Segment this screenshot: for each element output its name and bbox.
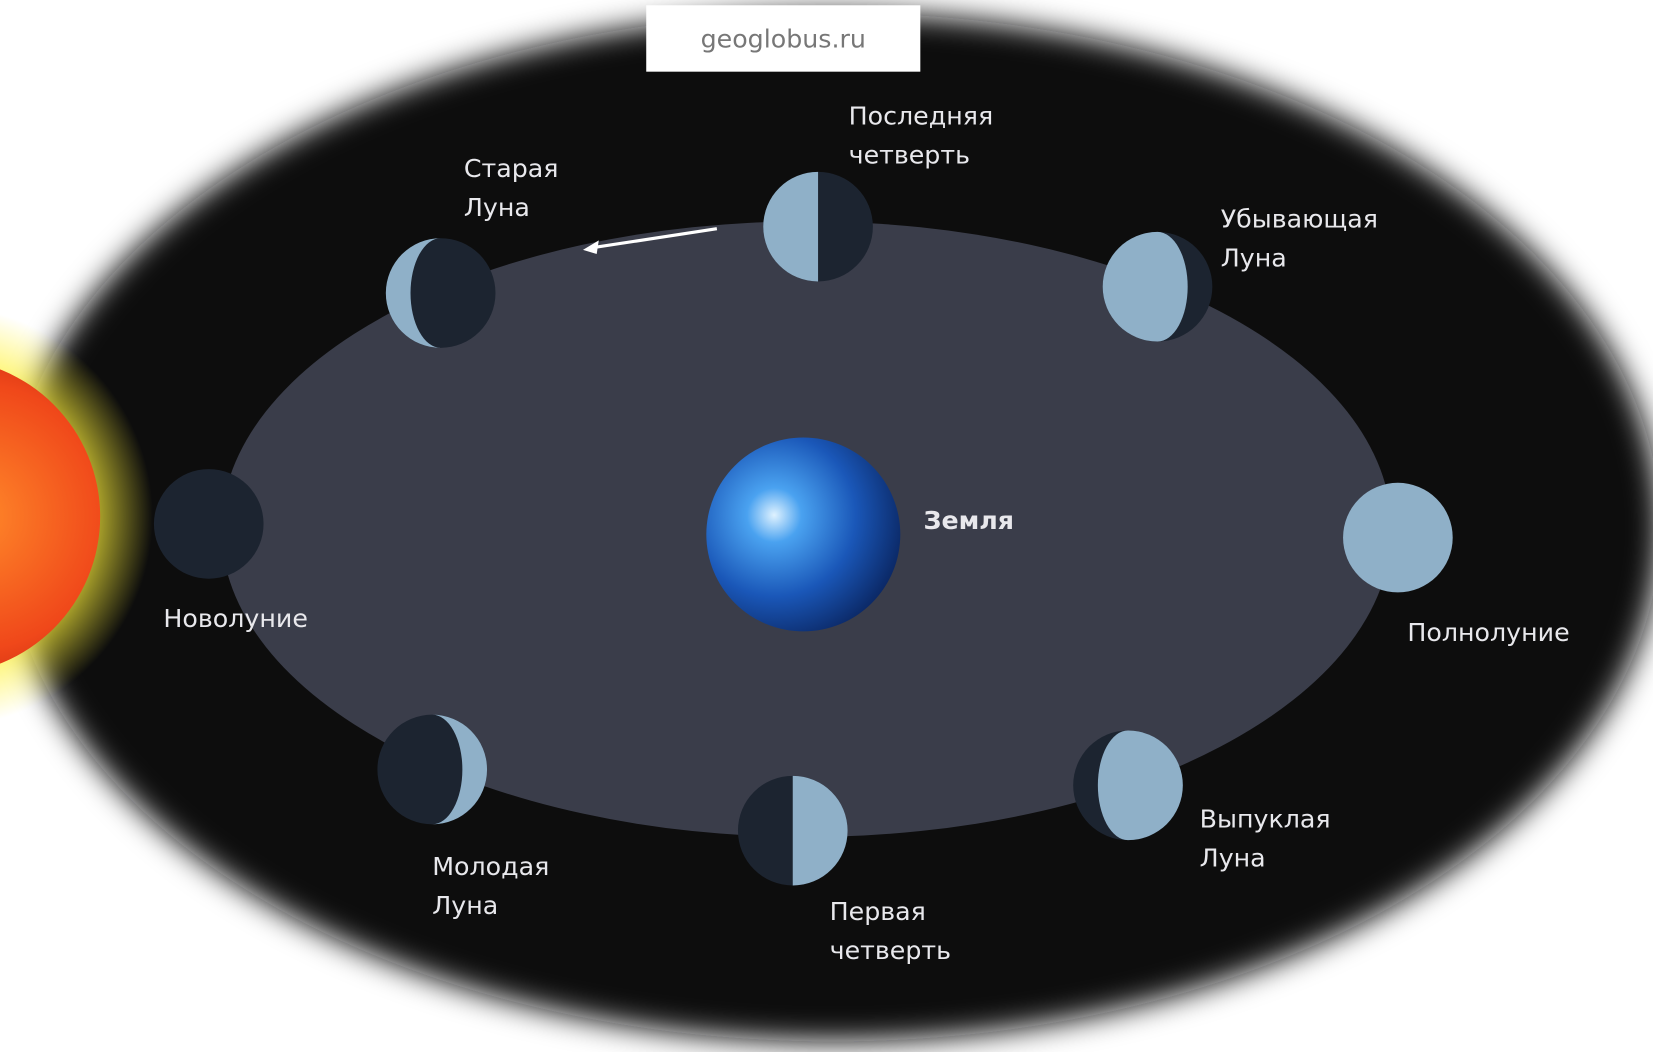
phase-label: Молодая — [432, 852, 549, 881]
earth — [706, 437, 901, 632]
watermark-box — [646, 5, 921, 72]
watermark: geoglobus.ru — [701, 24, 866, 53]
arrow-head — [582, 240, 599, 255]
moon — [1343, 482, 1453, 593]
phase-label: четверть — [830, 936, 951, 965]
moon-lit-part — [385, 238, 441, 348]
earth-label: Земля — [923, 506, 1014, 535]
phase-label: Выпуклая — [1200, 804, 1331, 833]
moon-lit-part — [432, 714, 488, 825]
moon-lit-part — [1097, 730, 1183, 841]
phase-label: Новолуние — [163, 604, 307, 633]
phase-label: Полнолуние — [1407, 618, 1569, 647]
phase-label: Убывающая — [1221, 205, 1378, 234]
phase-label: Луна — [1221, 244, 1287, 273]
moon-lit-part — [1102, 231, 1188, 342]
moon-lit-part — [763, 171, 819, 282]
phase-label: четверть — [849, 140, 970, 169]
moon — [153, 469, 264, 579]
phase-label: Луна — [464, 193, 530, 222]
phase-label: Первая — [830, 897, 926, 926]
sun — [0, 369, 101, 664]
orbit-arrow — [592, 227, 718, 250]
phase-label: Старая — [464, 154, 559, 183]
phase-label: Последняя — [849, 101, 994, 130]
phase-label: Луна — [432, 891, 498, 920]
phase-label: Луна — [1200, 843, 1266, 872]
moon-lit-part — [792, 775, 848, 886]
